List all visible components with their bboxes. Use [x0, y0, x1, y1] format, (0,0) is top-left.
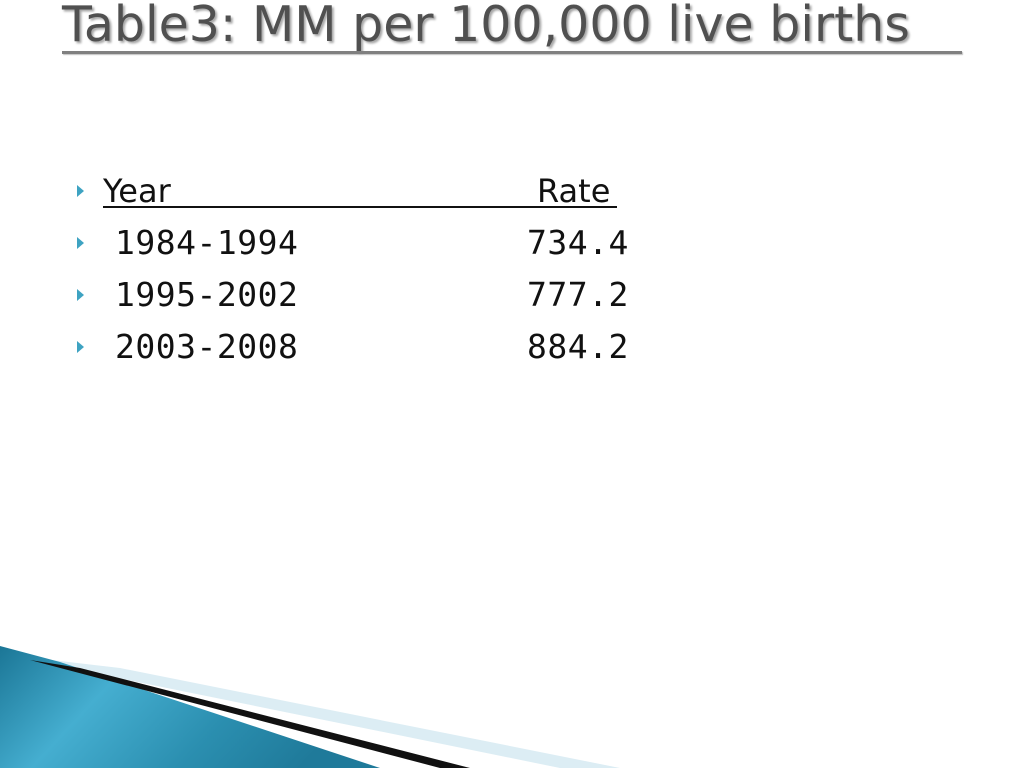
row-year: 1984-1994: [115, 223, 299, 262]
bullet-icon: [77, 185, 84, 197]
header-year: Year: [103, 172, 171, 210]
bullet-icon: [77, 289, 84, 301]
row-rate: 734.4: [527, 223, 629, 262]
table-row: 1984-1994 734.4: [0, 223, 700, 263]
table-row: 2003-2008 884.2: [0, 327, 700, 367]
row-rate: 777.2: [527, 275, 629, 314]
table-row: 1995-2002 777.2: [0, 275, 700, 315]
title-underline: [62, 51, 962, 54]
table-header-row: Year Rate: [0, 171, 700, 211]
header-rate: Rate: [537, 172, 611, 210]
decorative-corner-swoosh: [0, 646, 620, 768]
swoosh-dark-band: [30, 660, 470, 768]
rate-table: Year Rate 1984-1994 734.4 1995-2002 777.…: [0, 171, 700, 367]
row-rate: 884.2: [527, 327, 629, 366]
bullet-icon: [77, 341, 84, 353]
row-year: 1995-2002: [115, 275, 299, 314]
slide-title: Table3: MM per 100,000 live births: [62, 0, 910, 53]
header-underline: [103, 206, 617, 208]
swoosh-light-band: [0, 654, 620, 768]
bullet-icon: [77, 237, 84, 249]
swoosh-teal-band: [0, 646, 380, 768]
row-year: 2003-2008: [115, 327, 299, 366]
